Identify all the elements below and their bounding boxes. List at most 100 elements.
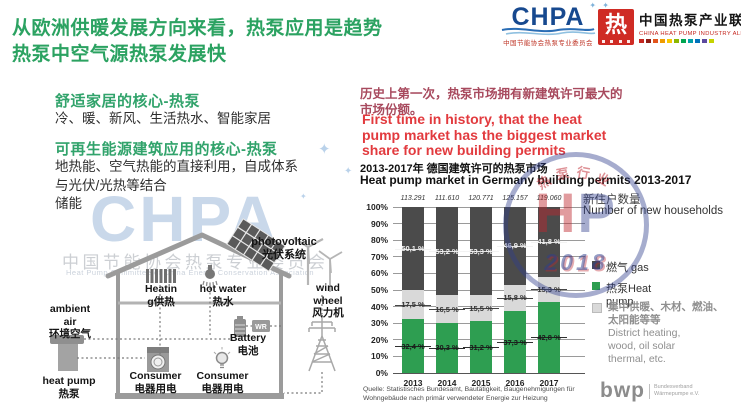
y-tick-label: 70% <box>370 251 388 262</box>
y-tick-label: 40% <box>370 301 388 312</box>
bar-segment <box>436 322 458 373</box>
star-icon: ✦ <box>344 166 353 177</box>
bar-segment-label: 17,5 % <box>401 300 425 310</box>
label-leader-line <box>429 347 465 349</box>
stamp-monogram: HP <box>535 181 617 244</box>
y-tick-label: 90% <box>370 218 388 229</box>
bar-segment-label: 15,8 % <box>503 293 527 303</box>
label-consumer-2: Consumer 电器用电 <box>196 370 249 395</box>
heat-pump-icon <box>50 335 84 371</box>
radiator-icon <box>146 269 176 283</box>
wave-icon <box>501 27 596 36</box>
bar-total-label: 111.610 <box>434 195 460 202</box>
x-tick-label: 2013 <box>403 378 423 388</box>
bar-segment-label: 53,2 % <box>435 246 459 256</box>
stamp-ring <box>503 152 649 298</box>
alliance-color-bar <box>639 39 741 43</box>
bar-segment-label: 31,2 % <box>469 342 493 352</box>
alliance-logo: 热 中国热泵产业联盟 CHINA HEAT PUMP INDUSTRY ALLI… <box>598 9 741 45</box>
bwp-org-name: Bundesverband Wärmepumpe e.V. <box>654 384 700 397</box>
legend-other-en: District heating, wood, oil solar therma… <box>608 327 681 365</box>
legend-item-other: 集中供暖、木材、燃油、太阳能等等 District heating, wood,… <box>592 301 730 366</box>
chpa-logo-text: CHPA <box>511 3 585 31</box>
seal-dots <box>602 40 630 43</box>
legend-other-cn: 集中供暖、木材、燃油、太阳能等等 <box>608 301 724 326</box>
battery-icon <box>234 316 246 337</box>
chpa-watermark-en: Heat Pump Committee of China Energy Cons… <box>66 268 315 277</box>
title-line-2: 热泵中空气源热泵发展快 <box>12 44 227 65</box>
page-title: 从欧洲供暖发展方向来看，热泵应用是趋势 热泵中空气源热泵发展快 <box>12 16 383 68</box>
bar-segment-label: 50,1 % <box>401 244 425 254</box>
light-bulb-icon <box>213 347 231 369</box>
connection-lines <box>77 285 323 394</box>
label-leader-line <box>429 309 465 310</box>
label-leader-line <box>395 346 431 348</box>
bar-segment <box>538 301 560 373</box>
x-tick-label: 2015 <box>471 378 491 388</box>
bar-segment-label: 16,5 % <box>435 304 459 314</box>
washing-machine-icon <box>147 347 169 372</box>
section2-body: 地热能、空气热能的直接利用，自成体系 与光伏/光热等结合 储能 <box>55 159 298 211</box>
y-tick-label: 20% <box>370 334 388 345</box>
label-leader-line <box>463 347 499 349</box>
label-consumer-1: Consumer 电器用电 <box>129 370 182 395</box>
shower-icon <box>202 265 218 287</box>
alliance-seal-icon: 热 <box>598 9 634 45</box>
other-swatch <box>592 303 602 313</box>
bar-segment-label: 32,4 % <box>401 341 425 351</box>
section2-heading: 可再生能源建筑应用的核心-热泵 <box>55 141 278 158</box>
stamp-arc-text: 热泵行业 <box>534 164 611 192</box>
alliance-name-cn: 中国热泵产业联盟 <box>639 13 741 28</box>
solar-panel-icon <box>226 218 286 272</box>
label-ambient-air: ambient air 环境空气 <box>49 303 91 340</box>
y-tick-label: 0% <box>375 368 388 378</box>
y-tick-label: 10% <box>370 351 388 362</box>
legend-heatpump-label: 热泵Heat pump <box>606 283 652 308</box>
label-wind-wheel: wind wheel 风力机 <box>312 282 344 319</box>
bar-segment-label: 37,3 % <box>503 337 527 347</box>
label-heating: Heatin g供热 <box>144 283 178 308</box>
x-tick-label: 2016 <box>505 378 525 388</box>
x-tick-label: 2017 <box>539 378 559 388</box>
label-leader-line <box>463 308 499 310</box>
bar-segment-label: 42,8 % <box>537 332 561 342</box>
y-tick-label: 80% <box>370 235 388 246</box>
section1-body: 冷、暖、新风、生活热水、智能家居 <box>55 111 271 126</box>
gridline <box>393 372 585 374</box>
star-icon: ✦ <box>318 141 331 158</box>
wind-turbine-icon <box>293 237 343 292</box>
stars-icon: ✦ ✦ <box>589 1 611 10</box>
bar-segment-label: 53,3 % <box>469 246 493 256</box>
label-leader-line <box>395 248 431 250</box>
label-photovoltaic: photovoltaic 光伏系统 <box>251 236 317 261</box>
stamp-year: 2018 <box>544 249 608 275</box>
label-leader-line <box>497 297 533 299</box>
label-leader-line <box>395 304 431 306</box>
stamp-watermark: 热泵行业 HP 2018 <box>498 147 654 303</box>
label-leader-line <box>463 251 499 253</box>
label-heat-pump: heat pump 热泵 <box>42 375 96 400</box>
label-leader-line <box>497 342 533 344</box>
alliance-name-en: CHINA HEAT PUMP INDUSTRY ALLIANCE <box>639 31 741 37</box>
inverter-label: WR <box>255 324 267 331</box>
house-diagram: WR <box>50 218 343 399</box>
title-line-1: 从欧洲供暖发展方向来看，热泵应用是趋势 <box>12 18 383 39</box>
highlight-en: First time in history, that the heat pum… <box>362 111 607 158</box>
y-tick-label: 60% <box>370 268 388 279</box>
power-tower-icon <box>308 316 336 372</box>
highlight-cn: 历史上第一次，热泵市场拥有新建筑许可最大的 市场份额。 <box>360 87 623 117</box>
bar-segment <box>436 295 458 323</box>
label-leader-line <box>429 251 465 253</box>
label-hot-water: hot water 热水 <box>199 283 247 308</box>
bar-segment <box>402 290 424 320</box>
bar-segment-label: 30,3 % <box>435 343 459 353</box>
bwp-logo: bwp Bundesverband Wärmepumpe e.V. <box>600 380 700 401</box>
label-battery: Battery 电池 <box>229 332 267 357</box>
inverter-icon: WR <box>252 320 270 332</box>
y-tick-label: 30% <box>370 318 388 329</box>
bar-segment-label: 15,5 % <box>469 303 493 313</box>
chart-title-cn: 2013-2017年 德国建筑许可的热泵市场 <box>360 163 548 175</box>
section1-heading: 舒适家居的核心-热泵 <box>55 93 200 110</box>
bar-total-label: 113.291 <box>400 195 426 202</box>
